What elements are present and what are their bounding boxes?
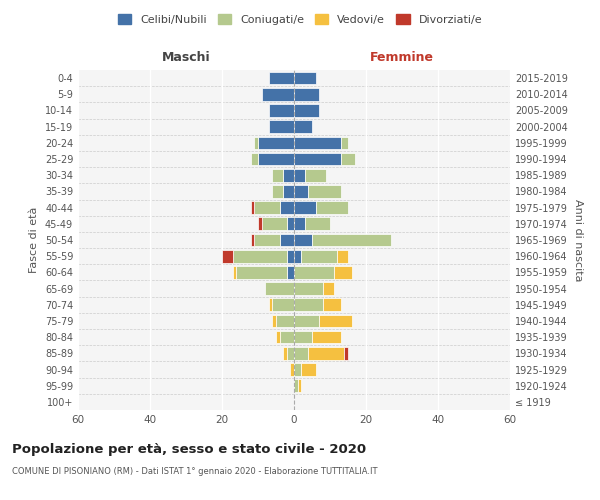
Bar	[280, 234, 294, 246]
Bar	[294, 185, 308, 198]
Text: Maschi: Maschi	[161, 50, 211, 64]
Text: Popolazione per età, sesso e stato civile - 2020: Popolazione per età, sesso e stato civil…	[12, 442, 366, 456]
Bar	[262, 88, 294, 101]
Bar	[323, 298, 341, 311]
Bar	[294, 152, 341, 166]
Bar	[283, 347, 287, 360]
Bar	[269, 298, 272, 311]
Bar	[294, 234, 312, 246]
Bar	[294, 314, 319, 328]
Y-axis label: Anni di nascita: Anni di nascita	[573, 198, 583, 281]
Bar	[269, 104, 294, 117]
Bar	[276, 314, 294, 328]
Bar	[294, 282, 323, 295]
Bar	[283, 169, 294, 181]
Bar	[236, 266, 287, 278]
Bar	[294, 169, 305, 181]
Bar	[272, 169, 283, 181]
Bar	[294, 298, 323, 311]
Bar	[312, 234, 391, 246]
Bar	[308, 347, 344, 360]
Bar	[254, 202, 280, 214]
Bar	[294, 104, 319, 117]
Bar	[280, 202, 294, 214]
Bar	[298, 380, 301, 392]
Y-axis label: Fasce di età: Fasce di età	[29, 207, 39, 273]
Bar	[305, 218, 330, 230]
Bar	[319, 314, 352, 328]
Bar	[254, 136, 258, 149]
Bar	[258, 218, 262, 230]
Bar	[258, 152, 294, 166]
Bar	[294, 120, 312, 133]
Bar	[272, 185, 283, 198]
Bar	[262, 218, 287, 230]
Bar	[301, 250, 337, 262]
Bar	[272, 298, 294, 311]
Bar	[294, 380, 298, 392]
Bar	[294, 347, 308, 360]
Text: COMUNE DI PISONIANO (RM) - Dati ISTAT 1° gennaio 2020 - Elaborazione TUTTITALIA.: COMUNE DI PISONIANO (RM) - Dati ISTAT 1°…	[12, 468, 377, 476]
Bar	[323, 282, 334, 295]
Bar	[305, 169, 326, 181]
Bar	[294, 331, 312, 344]
Bar	[287, 250, 294, 262]
Bar	[308, 185, 341, 198]
Bar	[294, 250, 301, 262]
Bar	[280, 331, 294, 344]
Bar	[233, 266, 236, 278]
Bar	[276, 331, 280, 344]
Bar	[265, 282, 294, 295]
Bar	[341, 136, 348, 149]
Bar	[301, 363, 316, 376]
Bar	[272, 314, 276, 328]
Bar	[287, 218, 294, 230]
Bar	[344, 347, 348, 360]
Bar	[233, 250, 287, 262]
Bar	[337, 250, 348, 262]
Bar	[254, 234, 280, 246]
Bar	[334, 266, 352, 278]
Bar	[294, 202, 316, 214]
Bar	[341, 152, 355, 166]
Text: Femmine: Femmine	[370, 50, 434, 64]
Bar	[251, 152, 258, 166]
Bar	[294, 363, 301, 376]
Legend: Celibi/Nubili, Coniugati/e, Vedovi/e, Divorziati/e: Celibi/Nubili, Coniugati/e, Vedovi/e, Di…	[115, 10, 485, 28]
Bar	[290, 363, 294, 376]
Bar	[294, 266, 334, 278]
Bar	[251, 234, 254, 246]
Bar	[269, 72, 294, 85]
Bar	[283, 185, 294, 198]
Bar	[269, 120, 294, 133]
Bar	[294, 72, 316, 85]
Bar	[287, 347, 294, 360]
Bar	[316, 202, 348, 214]
Bar	[294, 218, 305, 230]
Bar	[222, 250, 233, 262]
Bar	[294, 136, 341, 149]
Bar	[258, 136, 294, 149]
Bar	[312, 331, 341, 344]
Bar	[294, 88, 319, 101]
Bar	[251, 202, 254, 214]
Bar	[287, 266, 294, 278]
